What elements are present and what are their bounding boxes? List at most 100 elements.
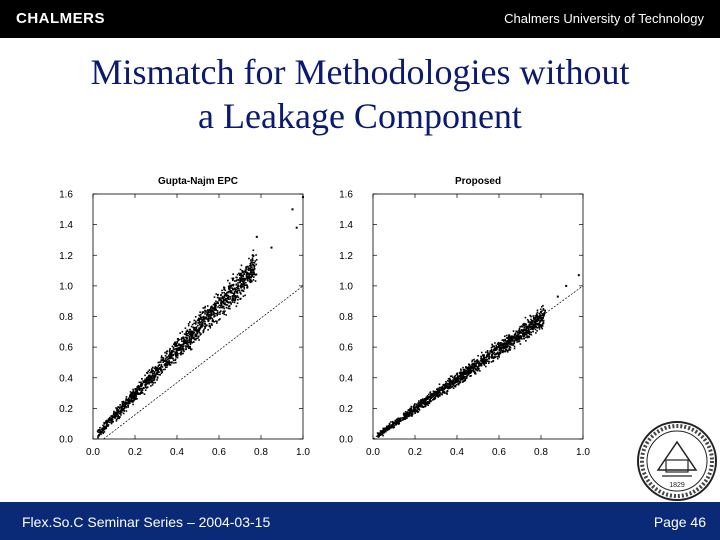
scatter-point <box>190 331 193 334</box>
scatter-point <box>164 366 167 369</box>
scatter-point <box>184 327 187 330</box>
scatter-point <box>403 414 406 417</box>
scatter-point <box>151 372 154 375</box>
x-tick-label: 0.2 <box>128 447 142 458</box>
scatter-point <box>190 340 192 343</box>
scatter-point <box>471 369 473 372</box>
scatter-point <box>535 318 537 321</box>
scatter-point <box>447 378 450 380</box>
scatter-point <box>198 339 200 341</box>
scatter-point <box>218 306 221 309</box>
scatter-point <box>505 344 508 346</box>
scatter-point <box>250 280 253 282</box>
scatter-point <box>207 310 209 312</box>
scatter-point <box>156 376 159 379</box>
scatter-point <box>235 296 238 298</box>
scatter-point <box>444 385 447 388</box>
scatter-point <box>476 369 479 372</box>
scatter-point <box>475 363 477 366</box>
scatter-point <box>247 269 250 271</box>
scatter-point <box>156 370 159 373</box>
scatter-point <box>535 314 538 317</box>
scatter-point <box>166 350 169 352</box>
scatter-point <box>157 370 160 372</box>
scatter-point <box>421 399 424 402</box>
scatter-point <box>228 282 231 285</box>
scatter-point <box>509 343 511 346</box>
scatter-point <box>441 389 444 391</box>
plot-frame <box>372 193 584 440</box>
scatter-point <box>223 299 225 301</box>
scatter-point <box>533 323 536 325</box>
scatter-point <box>451 380 454 382</box>
scatter-point <box>200 320 203 323</box>
scatter-point <box>250 259 252 262</box>
scatter-point <box>214 303 216 305</box>
scatter-point <box>495 344 497 347</box>
scatter-point <box>497 357 499 360</box>
scatter-point <box>225 304 227 306</box>
scatter-point <box>526 318 529 321</box>
scatter-point <box>188 337 191 339</box>
scatter-point <box>176 340 179 343</box>
scatter-point <box>240 275 242 278</box>
scatter-point <box>187 347 190 350</box>
scatter-point <box>539 319 542 321</box>
scatter-point <box>475 359 478 362</box>
scatter-point <box>228 288 230 291</box>
scatter-point <box>516 330 518 333</box>
scatter-point <box>435 390 438 393</box>
scatter-point <box>487 352 489 355</box>
scatter-point <box>159 373 161 376</box>
scatter-point <box>157 365 160 367</box>
scatter-point <box>154 376 156 379</box>
scatter-point <box>106 420 109 423</box>
scatter-point <box>484 361 486 364</box>
scatter-point <box>480 362 483 365</box>
scatter-point <box>456 377 459 380</box>
scatter-point <box>425 405 427 407</box>
scatter-point <box>227 294 230 297</box>
scatter-point <box>174 344 176 346</box>
scatter-point <box>225 295 228 297</box>
scatter-point <box>211 320 214 323</box>
scatter-point <box>524 316 527 319</box>
scatter-point <box>146 372 149 375</box>
scatter-point <box>185 330 188 333</box>
chart-title: Proposed <box>455 176 501 187</box>
scatter-point <box>519 335 522 337</box>
seal-year: 1829 <box>669 482 685 489</box>
scatter-point <box>168 350 171 353</box>
scatter-point <box>136 388 139 391</box>
scatter-point <box>232 277 235 280</box>
scatter-point <box>485 354 488 357</box>
scatter-point <box>527 320 530 323</box>
scatter-point <box>229 296 232 298</box>
scatter-point <box>223 300 225 303</box>
scatter-point <box>428 399 431 402</box>
scatter-point <box>130 397 133 400</box>
scatter-point <box>438 393 441 396</box>
scatter-point <box>470 374 472 377</box>
scatter-point <box>118 407 121 410</box>
scatter-point <box>474 371 477 374</box>
scatter-point <box>422 399 425 401</box>
scatter-point <box>150 369 153 372</box>
scatter-point <box>437 387 439 390</box>
scatter-point <box>532 328 534 330</box>
scatter-point <box>424 399 426 401</box>
scatter-point <box>174 353 177 356</box>
scatter-point <box>471 366 473 369</box>
scatter-point <box>172 354 175 356</box>
scatter-point <box>516 337 518 340</box>
scatter-point <box>202 307 205 309</box>
scatter-point <box>190 325 193 328</box>
scatter-point <box>188 340 191 343</box>
scatter-point <box>451 385 454 388</box>
scatter-point <box>214 306 217 309</box>
scatter-point <box>132 392 134 395</box>
scatter-point <box>189 334 192 337</box>
scatter-point <box>172 357 174 360</box>
scatter-point <box>425 398 428 401</box>
scatter-point <box>133 398 136 401</box>
